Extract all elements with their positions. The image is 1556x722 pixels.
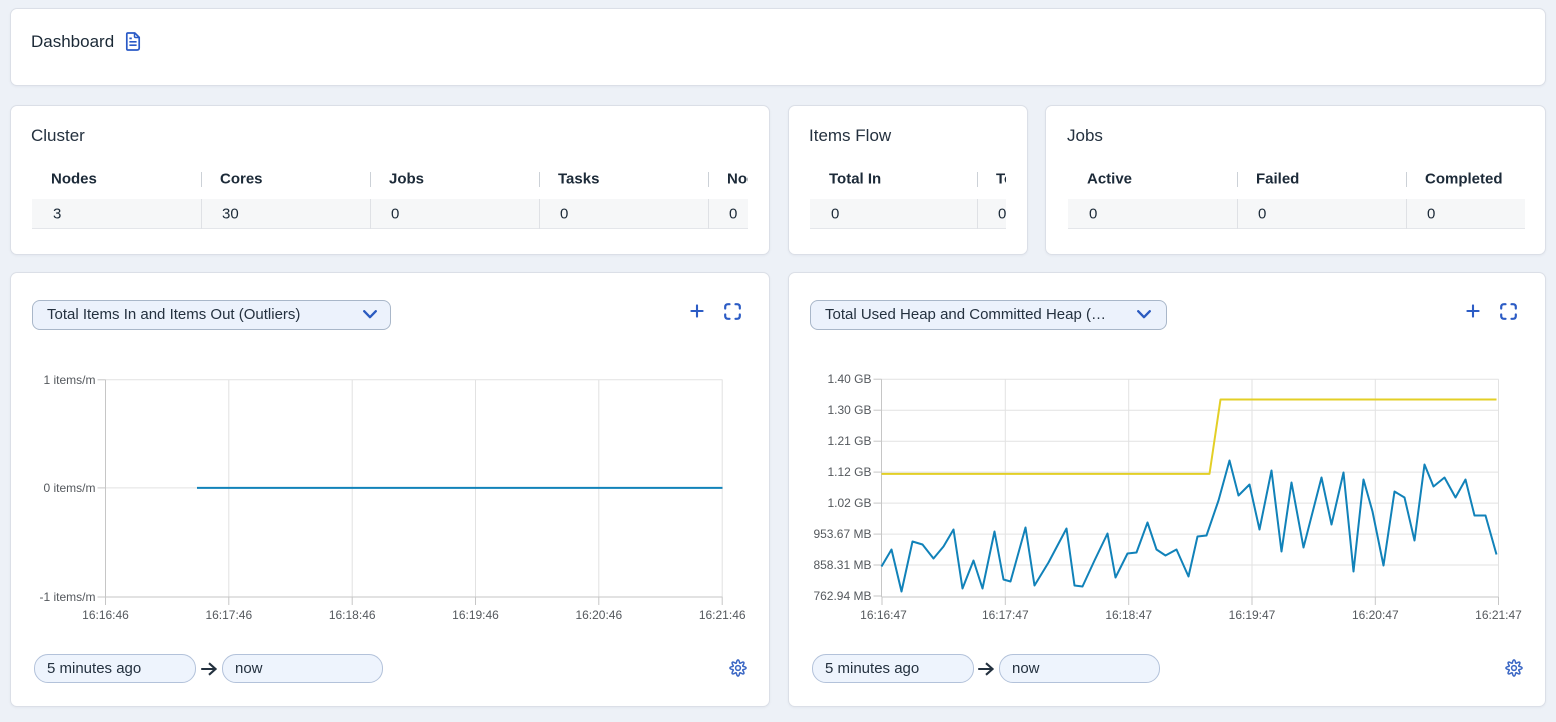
svg-text:16:16:46: 16:16:46 — [82, 608, 129, 622]
svg-text:16:19:46: 16:19:46 — [452, 608, 499, 622]
svg-text:16:17:46: 16:17:46 — [205, 608, 252, 622]
svg-text:16:20:46: 16:20:46 — [575, 608, 622, 622]
svg-text:1 items/m: 1 items/m — [43, 373, 95, 387]
svg-text:16:16:47: 16:16:47 — [860, 608, 907, 622]
svg-text:1.02 GB: 1.02 GB — [827, 496, 871, 510]
svg-text:16:20:47: 16:20:47 — [1352, 608, 1399, 622]
svg-text:1.30 GB: 1.30 GB — [827, 403, 871, 417]
svg-text:16:18:47: 16:18:47 — [1105, 608, 1152, 622]
svg-text:858.31 MB: 858.31 MB — [813, 558, 871, 572]
svg-text:16:17:47: 16:17:47 — [982, 608, 1029, 622]
svg-text:762.94 MB: 762.94 MB — [813, 589, 871, 603]
svg-text:16:18:46: 16:18:46 — [329, 608, 376, 622]
svg-text:1.40 GB: 1.40 GB — [827, 372, 871, 386]
svg-text:1.12 GB: 1.12 GB — [827, 465, 871, 479]
svg-text:16:21:46: 16:21:46 — [699, 608, 746, 622]
svg-text:1.21 GB: 1.21 GB — [827, 434, 871, 448]
svg-text:0 items/m: 0 items/m — [43, 481, 95, 495]
svg-text:953.67 MB: 953.67 MB — [813, 527, 871, 541]
svg-text:-1 items/m: -1 items/m — [39, 590, 95, 604]
svg-text:16:19:47: 16:19:47 — [1229, 608, 1276, 622]
svg-text:16:21:47: 16:21:47 — [1475, 608, 1522, 622]
